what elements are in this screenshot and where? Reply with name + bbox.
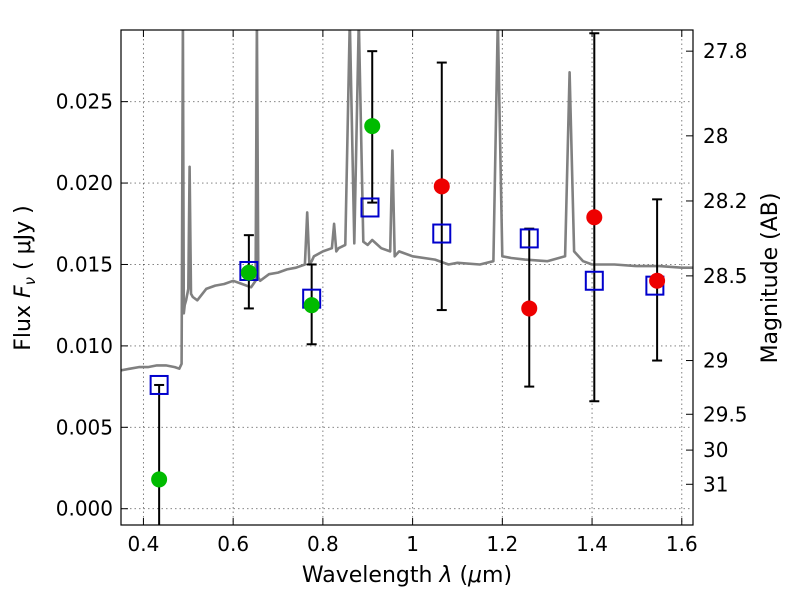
- spectrum-line: [121, 30, 693, 372]
- detection-point: [303, 297, 320, 314]
- model-photometry-point: [432, 223, 452, 244]
- model-photometry-point: [360, 197, 380, 218]
- model-photometry-point: [584, 270, 604, 291]
- x-tick-label: 1.6: [666, 532, 698, 556]
- upper-limit-point: [433, 178, 450, 195]
- x-tick-label: 1: [406, 532, 419, 556]
- y2-tick-label: 29.5: [703, 402, 748, 426]
- y2-axis-label: Magnitude (AB): [758, 193, 783, 364]
- model-spectrum: [121, 30, 693, 372]
- model-photometry-point: [149, 374, 169, 395]
- upper-limit-point: [521, 300, 538, 317]
- y2-tick-label: 27.8: [703, 39, 748, 63]
- upper-limit-point: [649, 272, 666, 289]
- plot-frame: [120, 29, 694, 526]
- grid: [121, 30, 693, 525]
- x-tick-label: 0.8: [307, 532, 339, 556]
- y2-tick-label: 28.5: [703, 264, 748, 288]
- y2-tick-label: 29: [703, 349, 728, 373]
- upper-limit-point: [586, 209, 603, 226]
- markers: [149, 118, 666, 488]
- detection-point: [240, 264, 257, 281]
- x-tick-label: 0.6: [217, 532, 249, 556]
- detection-point: [364, 118, 381, 135]
- y-tick-label: 0.025: [56, 90, 113, 114]
- axis-ticks: 0.4 0.6 0.8 1 1.2 1.4 1.6 0.000 0.005 0.010 0.015 0…: [56, 30, 748, 556]
- x-tick-label: 0.4: [128, 532, 160, 556]
- y2-tick-label: 28: [703, 124, 728, 148]
- detection-point: [151, 471, 168, 488]
- y2-tick-label: 30: [703, 438, 728, 462]
- y-tick-label: 0.020: [56, 171, 113, 195]
- x-tick-label: 1.4: [576, 532, 608, 556]
- x-axis-label: Wavelength λ (μm): [302, 563, 512, 588]
- x-tick-label: 1.2: [486, 532, 518, 556]
- y2-tick-label: 31: [703, 472, 728, 496]
- y-tick-label: 0.005: [56, 415, 113, 439]
- y-axis-label: Flux Fν ( μJy ): [11, 205, 39, 350]
- y-tick-label: 0.010: [56, 334, 113, 358]
- y-tick-label: 0.000: [56, 497, 113, 521]
- y2-tick-label: 28.2: [703, 189, 748, 213]
- y-tick-label: 0.015: [56, 252, 113, 276]
- model-photometry-point: [519, 228, 539, 249]
